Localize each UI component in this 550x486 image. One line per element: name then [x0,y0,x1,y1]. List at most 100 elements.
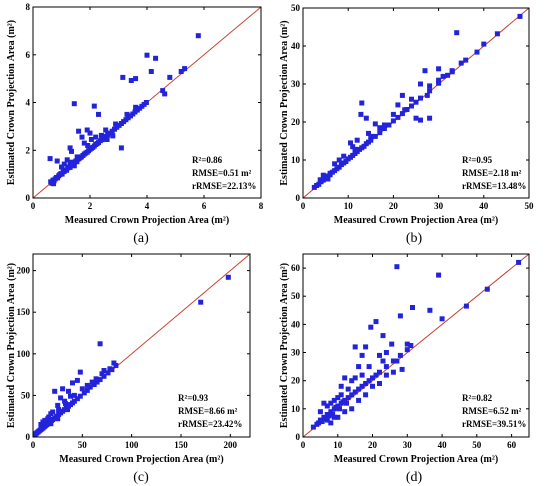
data-point [370,375,375,381]
x-tick-label: 0 [31,440,36,450]
data-point [60,386,66,392]
data-point [104,137,110,142]
stat-annotation: R²=0.95 [462,155,493,165]
data-point [413,99,419,105]
data-point [352,389,358,395]
data-point [79,386,85,392]
x-axis-label: Measured Crown Projection Area (m²) [59,454,223,465]
data-point [409,96,414,102]
data-point [363,344,369,350]
data-point [336,157,342,163]
data-point [458,60,464,66]
data-point [386,122,392,128]
x-axis-label: Measured Crown Projection Area (m²) [65,215,229,226]
y-tick-label: 200 [17,266,31,276]
data-point [349,392,355,398]
data-points [310,259,522,430]
data-point [48,421,54,427]
data-point [113,121,119,127]
x-tick-label: 40 [479,201,489,211]
data-point [410,305,415,310]
data-point [352,146,358,152]
data-point [381,122,387,128]
data-point [93,134,99,140]
data-point [481,41,487,47]
y-tick-label: 20 [291,376,301,386]
data-point [394,358,400,364]
data-point [404,341,410,347]
y-tick-label: 100 [17,349,31,359]
x-tick-label: 50 [472,440,482,450]
data-point [107,366,113,372]
data-point [74,377,80,383]
y-tick-label: 50 [291,291,301,301]
data-point [352,375,358,381]
data-point [381,126,387,131]
x-tick-label: 40 [438,440,448,450]
data-point [349,378,355,384]
panel-d: 0 10 20 30 40 50 60 0 10 20 30 40 50 60 Measured Crown… [279,253,530,485]
data-point [395,114,401,120]
data-point [63,401,68,407]
y-tick-label: 8 [26,2,31,12]
data-point [373,319,379,325]
data-point [148,69,154,74]
panel-caption: (c) [133,470,149,485]
data-points [47,33,201,187]
y-tick-label: 2 [26,145,31,155]
y-tick-label: 0 [26,193,31,203]
x-tick-label: 150 [174,440,188,450]
data-point [84,382,90,388]
panel-b: 0 10 20 30 40 50 0 10 20 30 40 50 Measured Crown Pro… [279,3,534,246]
stat-annotation: rRMSE=13.48% [462,181,526,191]
data-point [143,100,149,105]
data-point [332,161,338,167]
data-point [440,73,446,79]
data-point [335,403,341,409]
data-point [52,388,58,394]
data-point [133,76,139,82]
data-point [335,395,341,401]
data-point [359,352,365,358]
data-point [390,111,396,117]
panel-caption: (a) [133,231,149,246]
data-point [331,397,337,403]
data-point [454,30,460,36]
data-point [354,137,360,143]
data-point [517,13,523,19]
stat-annotation: rRMSE=22.13% [192,181,256,191]
stat-annotation: RMSE=6.52 m² [462,406,522,416]
data-point [389,341,395,347]
data-point [474,49,480,55]
y-tick-label: 10 [291,404,301,414]
x-tick-label: 0 [301,440,306,450]
data-point [377,369,382,375]
data-point [463,57,469,63]
x-tick-label: 4 [145,201,150,211]
data-point [160,88,166,94]
data-point [342,409,348,415]
data-point [363,115,369,121]
data-point [356,397,362,403]
data-points [311,13,523,190]
x-tick-label: 20 [368,440,378,450]
y-tick-label: 6 [26,50,31,60]
data-point [363,381,369,386]
x-tick-label: 50 [525,201,535,211]
y-tick-label: 60 [291,263,301,273]
stat-annotation: RMSE=2.18 m² [462,168,522,178]
y-axis-label: Estimated Crown Projection Area (m²) [279,20,290,185]
x-tick-label: 20 [389,201,399,211]
data-point [317,177,323,183]
data-point [449,68,455,74]
data-point [436,80,442,86]
data-point [345,386,351,392]
data-point [342,375,348,381]
data-point [328,409,334,415]
data-point [124,111,130,117]
data-point [103,127,109,133]
data-point [98,132,104,138]
data-point [380,333,386,339]
x-tick-label: 0 [301,201,306,211]
